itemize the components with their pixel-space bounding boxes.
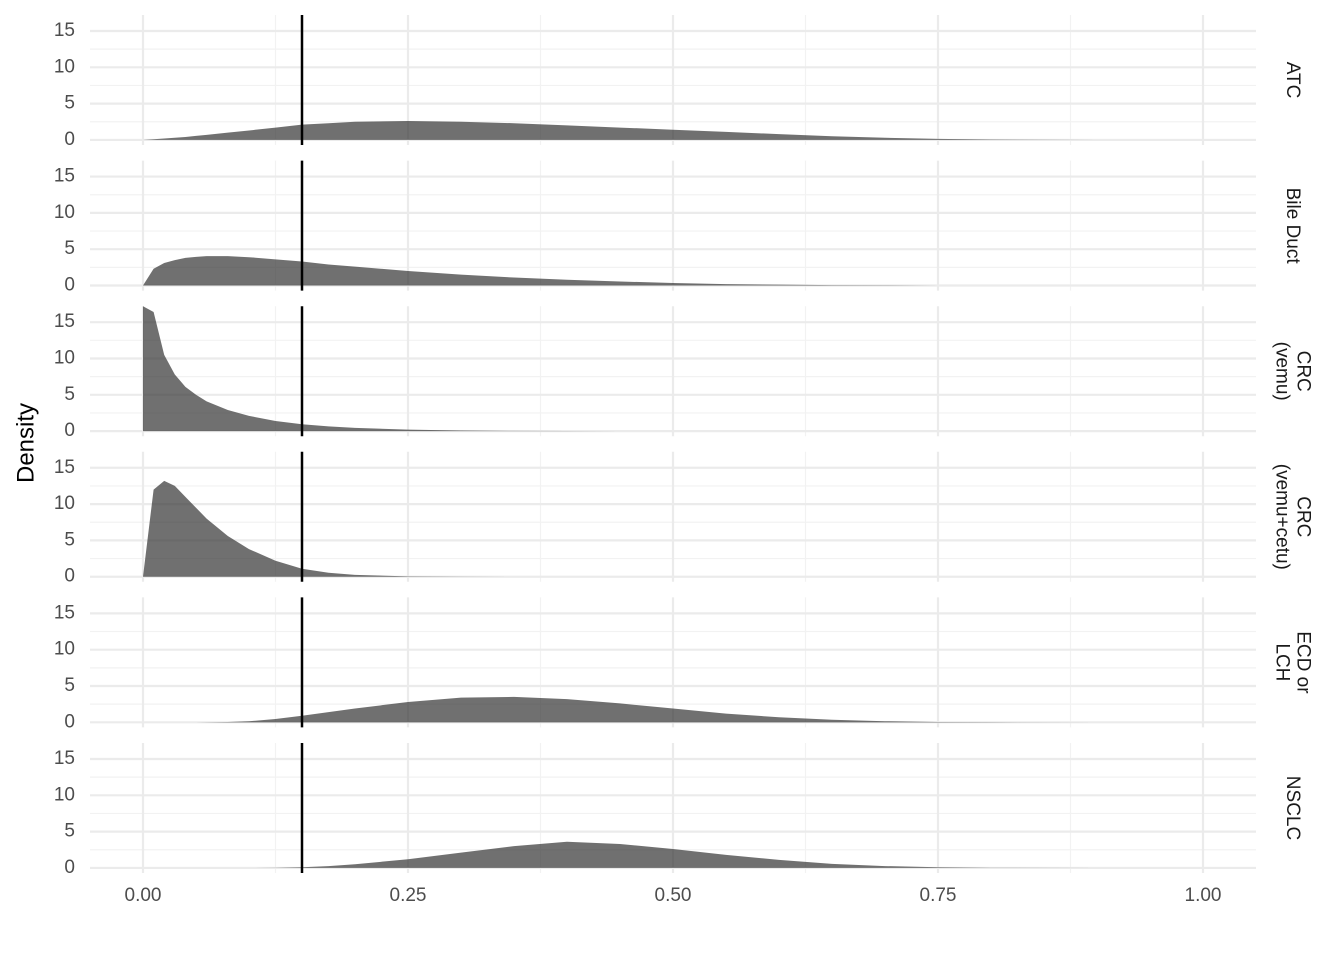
y-axis-title: Density xyxy=(12,403,39,483)
facet-label: ATC xyxy=(1282,62,1303,99)
density-area xyxy=(143,480,1203,577)
facet-label: Bile Duct xyxy=(1282,188,1303,265)
y-tick-label: 10 xyxy=(54,56,75,77)
y-tick-label: 10 xyxy=(54,784,75,805)
y-tick-label: 0 xyxy=(64,857,75,878)
facet-label: CRC(vemu+cetu) xyxy=(1272,464,1314,570)
facet-label: CRC(vemu) xyxy=(1272,342,1314,401)
y-tick-label: 5 xyxy=(64,675,75,696)
density-area xyxy=(143,121,1203,140)
y-tick-label: 15 xyxy=(54,748,75,769)
density-area xyxy=(143,306,1203,432)
density-area xyxy=(143,841,1203,868)
y-tick-label: 5 xyxy=(64,93,75,114)
y-tick-label: 5 xyxy=(64,821,75,842)
y-tick-label: 0 xyxy=(64,711,75,732)
y-tick-label: 5 xyxy=(64,384,75,405)
y-tick-label: 5 xyxy=(64,529,75,550)
y-tick-label: 10 xyxy=(54,202,75,223)
y-tick-label: 15 xyxy=(54,166,75,187)
y-tick-label: 5 xyxy=(64,238,75,259)
y-tick-label: 15 xyxy=(54,20,75,41)
density-area xyxy=(143,256,1203,286)
y-tick-label: 15 xyxy=(54,311,75,332)
x-tick-label: 1.00 xyxy=(1185,885,1222,906)
facet-label: NSCLC xyxy=(1282,776,1303,840)
y-tick-label: 10 xyxy=(54,493,75,514)
x-tick-label: 0.50 xyxy=(655,885,692,906)
facet-label: ECD orLCH xyxy=(1272,631,1314,694)
y-tick-label: 15 xyxy=(54,602,75,623)
y-tick-label: 0 xyxy=(64,566,75,587)
y-tick-label: 0 xyxy=(64,275,75,296)
x-tick-label: 0.25 xyxy=(390,885,427,906)
density-area xyxy=(143,696,1203,723)
x-tick-label: 0.00 xyxy=(125,885,162,906)
y-tick-label: 10 xyxy=(54,348,75,369)
y-tick-label: 15 xyxy=(54,457,75,478)
y-tick-label: 0 xyxy=(64,420,75,441)
y-tick-label: 10 xyxy=(54,639,75,660)
y-tick-label: 0 xyxy=(64,129,75,150)
x-tick-label: 0.75 xyxy=(920,885,957,906)
